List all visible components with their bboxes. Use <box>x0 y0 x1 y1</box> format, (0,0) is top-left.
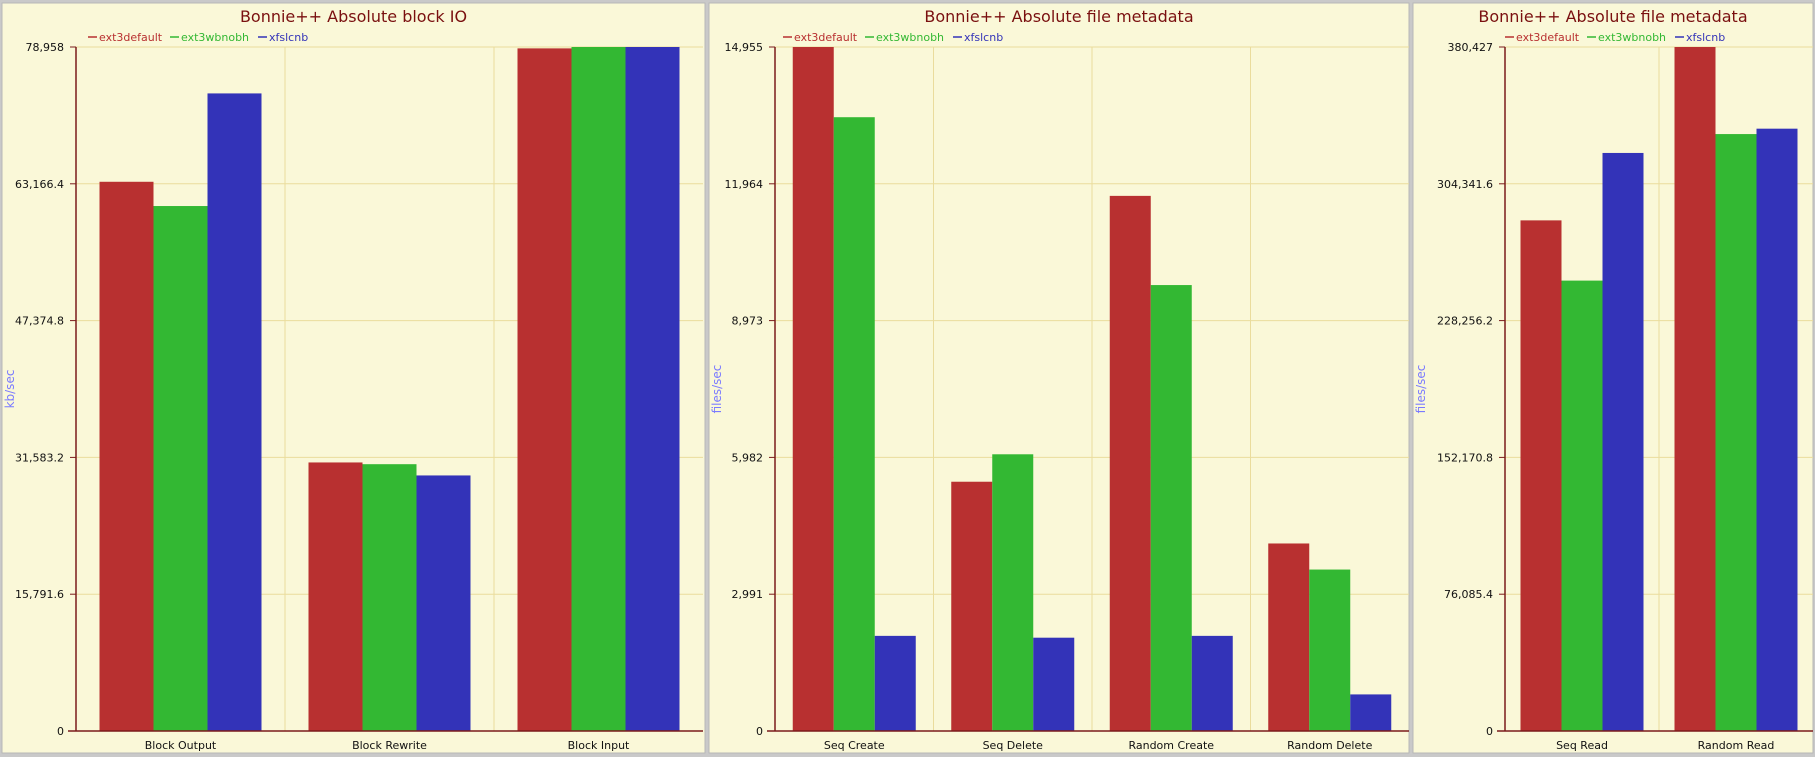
y-tick-label: 11,964 <box>725 178 764 191</box>
legend-label-ext3wbnobh: ext3wbnobh <box>181 31 249 44</box>
y-tick-label: 15,791.6 <box>15 588 64 601</box>
legend-label-xfslcnb: xfslcnb <box>964 31 1003 44</box>
chart-title: Bonnie++ Absolute block IO <box>240 7 467 26</box>
x-tick-label: Seq Create <box>824 739 885 752</box>
y-tick-label: 0 <box>57 725 64 738</box>
x-tick-label: Random Read <box>1698 739 1775 752</box>
legend-label-ext3default: ext3default <box>794 31 858 44</box>
y-tick-label: 78,958 <box>26 41 65 54</box>
bar-xfslcnb-random-read <box>1756 128 1798 731</box>
bar-ext3wbnobh-random-delete <box>1309 569 1351 731</box>
bar-ext3wbnobh-seq-delete <box>992 454 1034 731</box>
bar-ext3default-block-rewrite <box>308 462 363 731</box>
y-tick-label: 5,982 <box>732 451 764 464</box>
bar-ext3default-seq-delete <box>951 481 993 731</box>
legend-label-ext3default: ext3default <box>1516 31 1580 44</box>
y-tick-label: 152,170.8 <box>1437 451 1493 464</box>
bar-ext3wbnobh-block-output <box>153 206 208 732</box>
bar-xfslcnb-random-delete <box>1350 694 1392 731</box>
bar-ext3wbnobh-seq-read <box>1561 280 1603 731</box>
bar-ext3default-block-input <box>517 48 572 732</box>
x-tick-label: Seq Delete <box>983 739 1044 752</box>
bar-xfslcnb-block-input <box>625 47 680 731</box>
y-tick-label: 47,374.8 <box>15 315 64 328</box>
chart-title: Bonnie++ Absolute file metadata <box>924 7 1193 26</box>
y-tick-label: 14,955 <box>725 41 764 54</box>
y-tick-label: 0 <box>1486 725 1493 738</box>
y-tick-label: 304,341.6 <box>1437 178 1493 191</box>
y-tick-label: 31,583.2 <box>15 451 64 464</box>
chart-panel-3: 0 76,085.4 152,170.8 228,256.2 304,341.6 380,… <box>1412 2 1814 754</box>
x-tick-label: Seq Read <box>1556 739 1608 752</box>
bar-ext3wbnobh-random-read <box>1715 134 1757 732</box>
x-tick-label: Random Create <box>1128 739 1214 752</box>
bar-ext3default-block-output <box>99 181 154 731</box>
bar-ext3default-random-read <box>1674 47 1716 731</box>
x-tick-label: Block Input <box>568 739 630 752</box>
legend-label-xfslcnb: xfslcnb <box>269 31 308 44</box>
bar-xfslcnb-seq-delete <box>1033 637 1075 731</box>
y-axis-label: files/sec <box>710 365 724 414</box>
x-tick-label: Block Output <box>145 739 217 752</box>
x-tick-label: Random Delete <box>1287 739 1372 752</box>
legend-label-ext3wbnobh: ext3wbnobh <box>1598 31 1666 44</box>
bar-ext3default-random-create <box>1109 195 1151 731</box>
bar-xfslcnb-block-rewrite <box>416 475 471 731</box>
bar-ext3wbnobh-seq-create <box>833 117 875 732</box>
y-tick-label: 0 <box>756 725 763 738</box>
chart-panel-1: 0 15,791.6 31,583.2 47,374.8 63,166.4 78,958 B… <box>1 2 706 754</box>
bar-xfslcnb-block-output <box>207 93 262 731</box>
y-tick-label: 63,166.4 <box>15 178 64 191</box>
y-axis-label: files/sec <box>1414 365 1428 414</box>
bar-xfslcnb-seq-create <box>874 635 916 731</box>
y-axis-label: kb/sec <box>3 370 17 409</box>
chart-title: Bonnie++ Absolute file metadata <box>1478 7 1747 26</box>
bar-ext3default-seq-read <box>1520 220 1562 731</box>
bar-ext3default-random-delete <box>1268 543 1310 731</box>
x-tick-label: Block Rewrite <box>352 739 427 752</box>
y-tick-label: 228,256.2 <box>1437 315 1493 328</box>
legend-label-ext3default: ext3default <box>99 31 163 44</box>
bar-xfslcnb-seq-read <box>1602 152 1644 732</box>
y-tick-label: 76,085.4 <box>1444 588 1493 601</box>
bar-ext3wbnobh-block-rewrite <box>362 464 417 731</box>
legend-label-ext3wbnobh: ext3wbnobh <box>876 31 944 44</box>
y-tick-label: 380,427 <box>1448 41 1494 54</box>
bar-ext3wbnobh-random-create <box>1150 285 1192 731</box>
chart-panel-2: 0 2,991 5,982 8,973 11,964 14,955 Seq Create Se… <box>708 2 1410 754</box>
bar-ext3wbnobh-block-input <box>571 47 626 731</box>
bar-xfslcnb-random-create <box>1191 635 1233 731</box>
legend-label-xfslcnb: xfslcnb <box>1686 31 1725 44</box>
bar-ext3default-seq-create <box>792 47 834 731</box>
y-tick-label: 2,991 <box>732 588 764 601</box>
y-tick-label: 8,973 <box>732 315 764 328</box>
